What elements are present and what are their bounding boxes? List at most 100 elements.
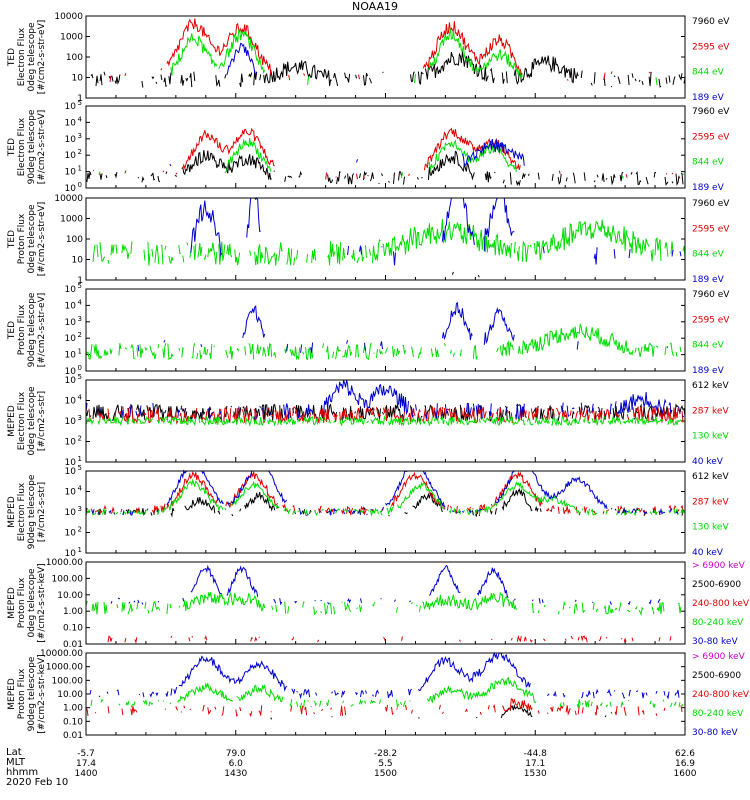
- legend-entry: 2595 eV: [692, 224, 730, 234]
- plot-frame: [85, 197, 686, 281]
- y-axis-label: TED: [7, 230, 17, 249]
- y-tick-exponent: 3: [78, 132, 82, 140]
- y-tick-label: 10: [65, 102, 77, 112]
- legend-entry: > 6900 keV: [692, 561, 746, 571]
- y-tick-label: 1000.00: [46, 663, 83, 673]
- x-tick-label-lat: -5.7: [77, 749, 95, 759]
- series-2595-ev: [92, 127, 681, 180]
- y-axis-label: Electron Flux: [17, 391, 27, 450]
- y-tick-exponent: 2: [78, 331, 82, 339]
- y-tick-label: 1: [77, 94, 83, 104]
- y-axis-label: Proton Flux: [17, 213, 27, 264]
- legend-entry: 844 eV: [692, 158, 725, 168]
- x-tick-label-hhmm: 1400: [75, 769, 98, 779]
- series-80-240-kev: [85, 591, 682, 616]
- legend-entry: 7960 eV: [692, 17, 730, 27]
- y-axis-label: MEPED: [7, 678, 17, 710]
- y-tick-label: 10.00: [57, 690, 83, 700]
- y-tick-label: 10000.00: [40, 649, 83, 659]
- legend-entry: 189 eV: [692, 366, 725, 376]
- x-tick-label-mlt: 6.0: [229, 759, 244, 769]
- plot-frame: [85, 105, 686, 189]
- series-189-ev: [138, 303, 676, 353]
- plot-frame: [85, 652, 686, 736]
- x-tick-label-mlt: 16.9: [675, 759, 695, 769]
- x-tick-label-mlt: 17.1: [525, 759, 545, 769]
- y-axis-label: Proton Flux: [17, 577, 27, 628]
- plot-frame: [85, 561, 686, 645]
- y-tick-exponent: 4: [78, 115, 83, 123]
- y-tick-label: 1.00: [63, 607, 83, 617]
- y-tick-label: 100: [66, 53, 83, 63]
- legend-entry: 189 eV: [692, 93, 725, 103]
- y-axis-label: [#/cm2-s-str-eV]: [37, 202, 47, 277]
- x-tick-label-hhmm: 1500: [374, 769, 397, 779]
- y-axis-label: 90deg telescope: [27, 656, 37, 731]
- y-tick-exponent: 5: [78, 99, 82, 107]
- series-7960-ev: [86, 150, 685, 185]
- y-tick-label: 10000: [54, 194, 83, 204]
- y-tick-exponent: 4: [78, 394, 83, 402]
- legend-entry: 30-80 keV: [692, 637, 738, 647]
- y-tick-label: 0.01: [63, 640, 83, 650]
- y-tick-exponent: 3: [78, 505, 82, 513]
- legend-entry: 2595 eV: [692, 315, 730, 325]
- y-tick-exponent: 2: [78, 526, 82, 534]
- y-axis-label: [#/cm2-s-str]: [37, 391, 47, 451]
- y-tick-label: 1: [77, 276, 83, 286]
- y-tick-label: 10: [65, 168, 77, 178]
- y-tick-label: 10: [72, 256, 84, 266]
- legend-entry: 7960 eV: [692, 107, 730, 117]
- legend-entry: 2595 eV: [692, 42, 730, 52]
- x-tick-label-mlt: 5.5: [378, 759, 392, 769]
- x-tick-label-lat: -28.2: [374, 749, 397, 759]
- plot-frame: [85, 470, 686, 554]
- y-axis-label: TED: [7, 48, 17, 67]
- y-axis-label: TED: [7, 138, 17, 157]
- y-tick-label: 10: [65, 151, 77, 161]
- xaxis-row-label-hhmm: hhmm: [6, 767, 39, 778]
- y-tick-exponent: 1: [78, 165, 82, 173]
- y-tick-label: 0.10: [63, 624, 83, 634]
- y-axis-label: MEPED: [7, 405, 17, 437]
- series-189-ev: [227, 43, 678, 80]
- y-axis-label: 90deg telescope: [27, 292, 37, 367]
- y-axis-label: 90deg telescope: [27, 109, 37, 184]
- legend-entry: 287 keV: [692, 406, 729, 416]
- y-tick-exponent: 1: [78, 348, 82, 356]
- y-tick-label: 1.00: [63, 704, 83, 714]
- series-287-kev: [85, 471, 685, 516]
- legend-entry: 30-80 keV: [692, 728, 738, 738]
- legend-entry: 130 keV: [692, 432, 729, 442]
- y-tick-exponent: 4: [78, 298, 83, 306]
- y-tick-label: 10000: [54, 12, 83, 22]
- y-tick-label: 10: [65, 376, 77, 386]
- x-tick-label-hhmm: 1430: [224, 769, 247, 779]
- y-tick-exponent: 5: [78, 373, 82, 381]
- y-axis-label: 90deg telescope: [27, 474, 37, 549]
- legend-entry: 40 keV: [692, 457, 724, 467]
- plot-frame: [85, 288, 686, 372]
- series-7960-ev: [452, 272, 666, 277]
- y-axis-label: [#/cm2-s-str-keV]: [37, 654, 47, 733]
- y-axis-label: [#/cm2-s-str]: [37, 482, 47, 542]
- y-tick-exponent: 5: [78, 464, 82, 472]
- x-tick-label-lat: 79.0: [226, 749, 246, 759]
- y-axis-label: [#/cm2-s-str-eV]: [37, 110, 47, 185]
- y-axis-label: [#/cm2-s-str-eV]: [37, 20, 47, 95]
- y-tick-exponent: 5: [78, 282, 82, 290]
- legend-entry: 844 eV: [692, 68, 725, 78]
- y-axis-label: 0deg telescope: [27, 568, 37, 638]
- y-tick-label: 0.01: [63, 731, 83, 741]
- y-axis-label: [#/cm2-s-str-keV]: [37, 563, 47, 642]
- y-tick-label: 10: [65, 351, 77, 361]
- y-tick-label: 100: [66, 235, 83, 245]
- series-7960-ev: [90, 51, 686, 88]
- legend-entry: 80-240 keV: [692, 618, 744, 628]
- y-axis-label: Electron Flux: [17, 482, 27, 541]
- x-tick-label-hhmm: 1530: [524, 769, 547, 779]
